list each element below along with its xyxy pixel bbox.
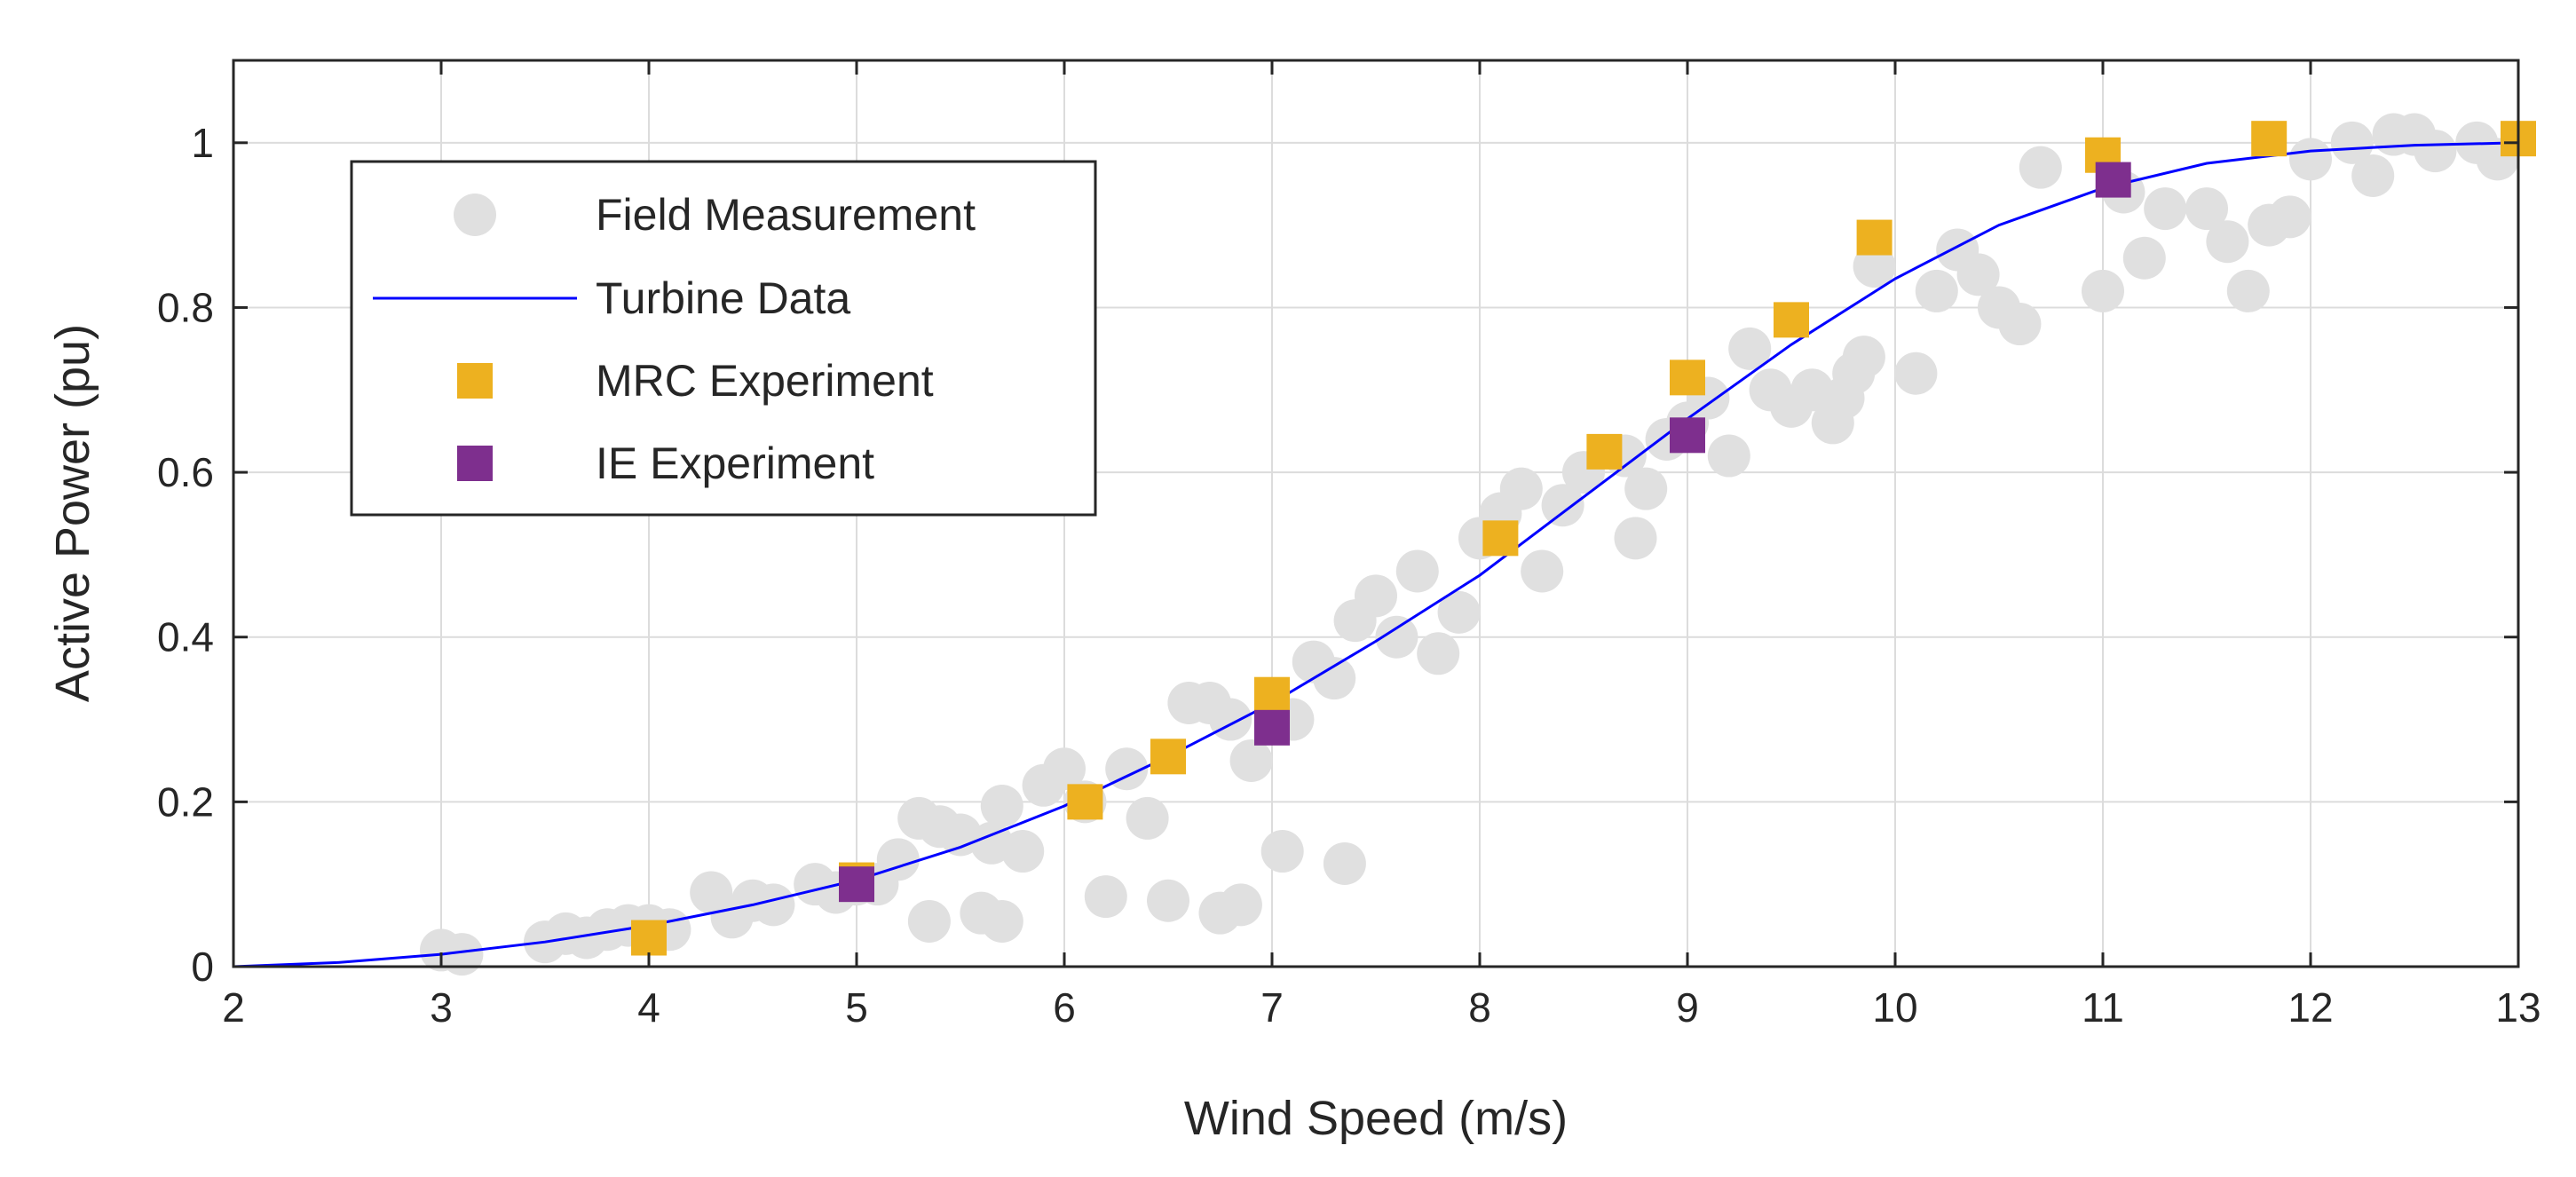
- field-measurement-point: [1499, 467, 1543, 510]
- mrc-experiment-point: [1150, 739, 1186, 775]
- field-measurement-point: [2144, 187, 2187, 231]
- axis-ticks: 2 3 4 5 6 7 8 9 10 11 12 13 0 0.2 0.4 0.6 0.8 1: [157, 60, 2541, 1031]
- field-measurement-point: [1437, 590, 1481, 634]
- field-measurement-point: [1355, 574, 1397, 618]
- field-measurement-point: [2082, 269, 2124, 312]
- turbine-data-series-line: [233, 141, 2519, 968]
- mrc-experiment-point: [1670, 359, 1705, 396]
- mrc-experiment-point: [1067, 784, 1103, 820]
- y-axis-label: Active Power (pu): [46, 324, 99, 702]
- x-tick-label: 5: [845, 984, 868, 1031]
- turbine-data-line: [233, 141, 2519, 968]
- ie-experiment-point: [839, 866, 874, 903]
- x-tick-label: 7: [1260, 984, 1284, 1031]
- field-measurement-point: [2330, 121, 2374, 164]
- field-measurement-point: [980, 785, 1023, 828]
- legend: Field Measurement Turbine Data MRC Exper…: [350, 160, 1097, 517]
- field-measurement-point: [1323, 841, 1366, 885]
- legend-label-ie-experiment: IE Experiment: [596, 438, 874, 488]
- x-tick-label: 11: [2082, 984, 2124, 1031]
- y-tick-label: 0.2: [157, 778, 214, 825]
- y-tick-label: 0.4: [157, 614, 214, 660]
- x-tick-label: 10: [1872, 984, 1917, 1031]
- x-tick-label: 3: [430, 984, 453, 1031]
- field-measurement-point: [1229, 739, 1273, 782]
- x-tick-label: 9: [1676, 984, 1699, 1031]
- legend-mrc-experiment-marker: [457, 363, 493, 399]
- field-measurement-point: [907, 899, 951, 943]
- x-tick-label: 2: [222, 984, 245, 1031]
- field-measurement-point: [1001, 830, 1045, 873]
- y-tick-label: 0.6: [157, 449, 214, 495]
- mrc-experiment-point: [1856, 219, 1892, 256]
- ie-experiment-point: [1254, 709, 1290, 746]
- field-measurement-point: [1998, 303, 2042, 346]
- y-tick-label: 1: [191, 120, 214, 166]
- field-measurement-point: [1956, 253, 2000, 296]
- field-measurement-point: [1842, 336, 1885, 379]
- field-measurement-point: [2289, 138, 2332, 181]
- field-measurement-point: [1209, 698, 1252, 741]
- field-measurement-point: [1126, 796, 1169, 840]
- mrc-experiment-point: [1774, 302, 1809, 338]
- field-measurement-point: [2019, 146, 2062, 189]
- legend-label-field-measurement: Field Measurement: [596, 190, 976, 240]
- legend-ie-experiment-marker: [457, 446, 493, 481]
- field-measurement-point: [1105, 747, 1149, 791]
- mrc-experiment-point: [1586, 433, 1623, 470]
- x-tick-label: 13: [2495, 984, 2540, 1031]
- field-measurement-point: [2226, 269, 2270, 312]
- field-measurement-point: [2185, 187, 2228, 231]
- field-measurement-point: [1043, 747, 1086, 791]
- x-tick-label: 6: [1053, 984, 1076, 1031]
- x-axis-label: Wind Speed (m/s): [1184, 1092, 1568, 1145]
- field-measurement-point: [1147, 879, 1189, 922]
- ie-experiment-point: [2095, 162, 2131, 198]
- mrc-experiment-point: [631, 920, 667, 956]
- field-measurement-point: [1707, 434, 1750, 478]
- field-measurement-point: [1624, 467, 1668, 510]
- field-measurement-point: [2351, 154, 2395, 197]
- field-measurement-point: [1084, 875, 1127, 919]
- field-measurement-point: [1313, 657, 1356, 700]
- mrc-experiment-point: [1482, 520, 1519, 557]
- field-measurement-point: [1375, 615, 1418, 659]
- field-measurement-point: [2414, 130, 2457, 173]
- x-tick-label: 12: [2288, 984, 2333, 1031]
- field-measurement-point: [1417, 632, 1460, 675]
- y-tick-label: 0: [191, 944, 214, 990]
- field-measurement-point: [1521, 549, 1564, 593]
- field-measurement-point: [1915, 269, 1958, 312]
- field-measurement-point: [2206, 220, 2249, 264]
- legend-label-turbine-data: Turbine Data: [596, 273, 850, 323]
- field-measurement-point: [1853, 245, 1896, 288]
- field-measurement-points: [420, 113, 2519, 976]
- field-measurement-point: [2268, 195, 2311, 239]
- legend-field-measurement-marker: [454, 194, 496, 236]
- ie-experiment-point: [1670, 417, 1705, 454]
- field-measurement-point: [980, 899, 1023, 943]
- field-measurement-point: [752, 883, 795, 927]
- field-measurement-point: [1395, 549, 1439, 593]
- field-measurement-point: [1219, 883, 1262, 927]
- mrc-experiment-point: [1254, 676, 1290, 713]
- legend-label-mrc-experiment: MRC Experiment: [596, 356, 934, 406]
- mrc-experiment-point: [2251, 121, 2288, 157]
- field-measurement-point: [1728, 327, 1772, 370]
- axes-frame: [232, 59, 2520, 968]
- field-measurement-point: [1260, 830, 1304, 873]
- field-measurement-point: [1614, 517, 1657, 560]
- x-tick-label: 8: [1468, 984, 1491, 1031]
- field-measurement-point: [2122, 236, 2166, 280]
- x-tick-label: 4: [637, 984, 660, 1031]
- y-tick-label: 0.8: [157, 284, 214, 330]
- field-measurement-point: [876, 838, 920, 881]
- field-measurement-point: [1541, 484, 1584, 527]
- field-measurement-point: [440, 933, 484, 976]
- field-measurement-point: [1894, 352, 1938, 395]
